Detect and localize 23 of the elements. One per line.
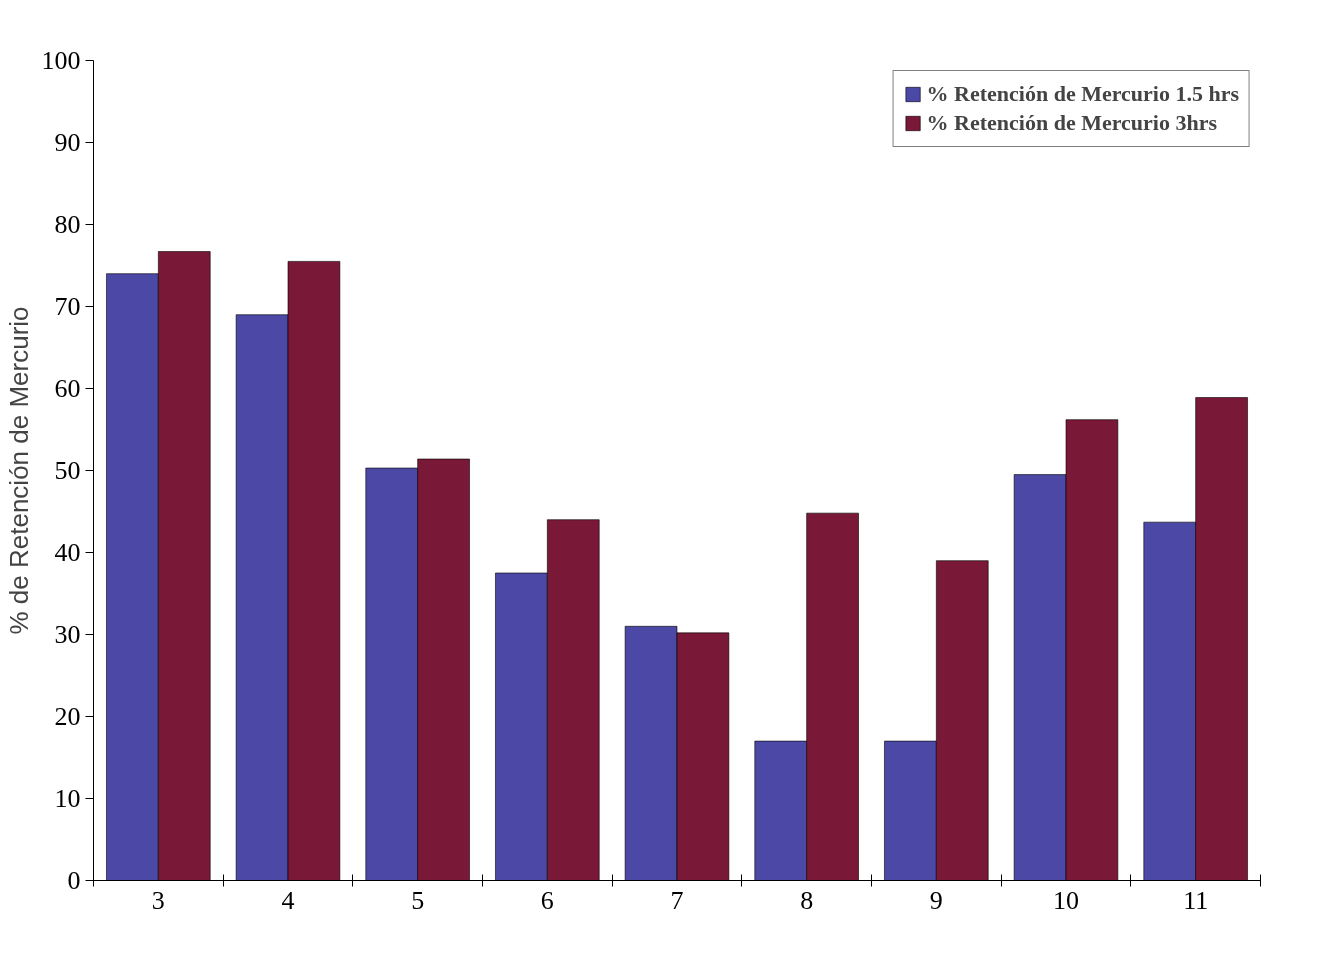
y-tick-label: 10 <box>54 784 81 813</box>
y-tick-label: 0 <box>67 866 81 895</box>
y-axis-title: % de Retención de Mercurio <box>3 306 34 635</box>
y-tick-label: 20 <box>54 702 81 731</box>
x-tick-label: 3 <box>151 885 165 915</box>
x-tick-label: 9 <box>929 885 943 915</box>
x-tick-label: 4 <box>281 885 295 915</box>
y-tick-label: 80 <box>54 210 81 239</box>
y-tick-label: 30 <box>54 620 81 649</box>
y-tick-label: 90 <box>54 128 81 157</box>
x-tick-label: 11 <box>1183 885 1209 915</box>
legend-label: % Retención de Mercurio 3hrs <box>926 110 1217 136</box>
x-tick-label: 10 <box>1053 885 1079 915</box>
y-tick-label: 60 <box>54 374 81 403</box>
y-tick-label: 40 <box>54 538 81 567</box>
x-tick-label: 5 <box>411 885 425 915</box>
x-tick-label: 6 <box>540 885 554 915</box>
y-tick-label: 50 <box>54 456 81 485</box>
y-tick-label: 70 <box>54 292 81 321</box>
legend-label: % Retención de Mercurio 1.5 hrs <box>926 81 1239 107</box>
x-tick-label: 7 <box>670 885 684 915</box>
x-tick-label: 8 <box>800 885 814 915</box>
y-tick-label: 100 <box>41 46 81 75</box>
